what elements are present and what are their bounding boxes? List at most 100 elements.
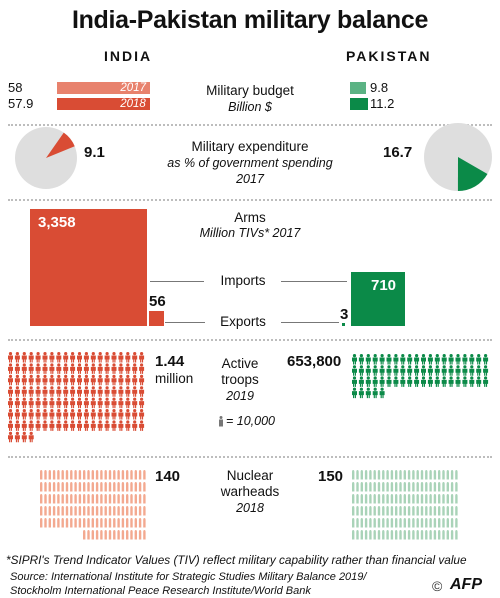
soldier-icon xyxy=(90,397,96,409)
soldier-icon xyxy=(400,354,406,365)
warhead-icon xyxy=(364,482,368,492)
soldier-icon xyxy=(21,431,27,443)
warhead-icon xyxy=(100,506,103,516)
warhead-icon xyxy=(438,494,441,504)
soldier-icon xyxy=(42,409,48,420)
pakistan-exports-bar xyxy=(342,322,346,326)
warhead-icon xyxy=(83,494,86,504)
warhead-icon xyxy=(420,482,424,492)
soldier-icon xyxy=(132,409,138,420)
expenditure-year: 2017 xyxy=(236,172,264,186)
warhead-icon xyxy=(57,470,60,480)
warhead-icon xyxy=(130,470,133,480)
warhead-icon xyxy=(420,494,424,504)
soldier-icon xyxy=(35,420,41,431)
imports-guide xyxy=(281,281,347,282)
warhead-icon xyxy=(143,506,146,516)
warhead-icon xyxy=(382,494,385,504)
warhead-icon xyxy=(100,470,103,480)
soldier-icon xyxy=(14,397,20,409)
pakistan-troops-pictogram xyxy=(352,354,489,399)
soldier-icon xyxy=(8,431,13,443)
warhead-icon xyxy=(403,482,406,492)
pakistan-warheads-pictogram xyxy=(352,470,458,540)
soldier-icon xyxy=(379,354,385,365)
warhead-icon xyxy=(420,470,424,480)
warhead-icon xyxy=(143,494,146,504)
warhead-icon xyxy=(450,470,454,480)
pakistan-warheads-value: 150 xyxy=(318,468,344,485)
warhead-icon xyxy=(433,470,437,480)
warhead-icon xyxy=(100,518,103,528)
warhead-icon xyxy=(138,530,142,540)
warhead-icon xyxy=(395,518,398,528)
soldier-icon xyxy=(407,365,413,376)
warhead-icon xyxy=(416,506,419,516)
warhead-icon xyxy=(117,506,120,516)
soldier-icon xyxy=(365,365,371,376)
soldier-icon xyxy=(28,374,34,386)
soldier-icon xyxy=(70,386,76,397)
warhead-icon xyxy=(412,470,415,480)
warhead-icon xyxy=(87,494,90,504)
warhead-icon xyxy=(407,470,411,480)
warhead-icon xyxy=(117,470,120,480)
warhead-icon xyxy=(108,482,112,492)
warhead-icon xyxy=(438,482,441,492)
warhead-icon xyxy=(104,494,107,504)
warhead-icon xyxy=(377,506,381,516)
soldier-icon xyxy=(42,374,48,386)
soldier-icon xyxy=(139,397,145,409)
warhead-icon xyxy=(87,530,90,540)
warhead-icon xyxy=(78,470,82,480)
warhead-icon xyxy=(65,518,69,528)
warhead-icon xyxy=(382,470,385,480)
soldier-icon xyxy=(35,386,41,397)
soldier-icon xyxy=(70,363,76,374)
warhead-icon xyxy=(113,506,116,516)
warhead-icon xyxy=(143,518,146,528)
warhead-icon xyxy=(352,470,355,480)
soldier-icon xyxy=(63,386,69,397)
warhead-icon xyxy=(364,530,368,540)
warhead-icon xyxy=(455,494,458,504)
troops-label-2: troops xyxy=(221,372,259,387)
warhead-icon xyxy=(74,482,77,492)
warhead-icon xyxy=(100,482,103,492)
warhead-icon xyxy=(65,482,69,492)
warhead-icon xyxy=(390,518,394,528)
soldier-icon xyxy=(42,363,48,374)
warhead-icon xyxy=(369,482,372,492)
warhead-icon xyxy=(138,494,142,504)
divider xyxy=(8,124,492,126)
warhead-icon xyxy=(403,506,406,516)
warhead-icon xyxy=(412,494,415,504)
soldier-icon xyxy=(35,363,41,374)
soldier-icon xyxy=(49,363,55,374)
warhead-icon xyxy=(369,530,372,540)
warhead-icon xyxy=(40,470,43,480)
warhead-icon xyxy=(134,470,137,480)
warhead-icon xyxy=(390,506,394,516)
warhead-icon xyxy=(416,482,419,492)
warhead-icon xyxy=(356,482,359,492)
warhead-icon xyxy=(425,470,428,480)
expenditure-sub: as % of government spending xyxy=(167,156,333,170)
warhead-icon xyxy=(382,506,385,516)
warhead-icon xyxy=(95,470,99,480)
soldier-icon xyxy=(83,374,89,386)
warhead-icon xyxy=(113,470,116,480)
soldier-icon xyxy=(118,409,124,420)
soldier-icon xyxy=(125,420,131,431)
warhead-icon xyxy=(74,506,77,516)
warhead-icon xyxy=(386,506,389,516)
warhead-icon xyxy=(399,482,402,492)
soldier-icon xyxy=(21,420,27,431)
warhead-icon xyxy=(412,518,415,528)
warhead-icon xyxy=(412,482,415,492)
pakistan-budget-2018-bar xyxy=(350,98,368,110)
soldier-icon xyxy=(118,363,124,374)
warhead-icon xyxy=(433,506,437,516)
warhead-icon xyxy=(390,470,394,480)
soldier-icon xyxy=(28,397,34,409)
